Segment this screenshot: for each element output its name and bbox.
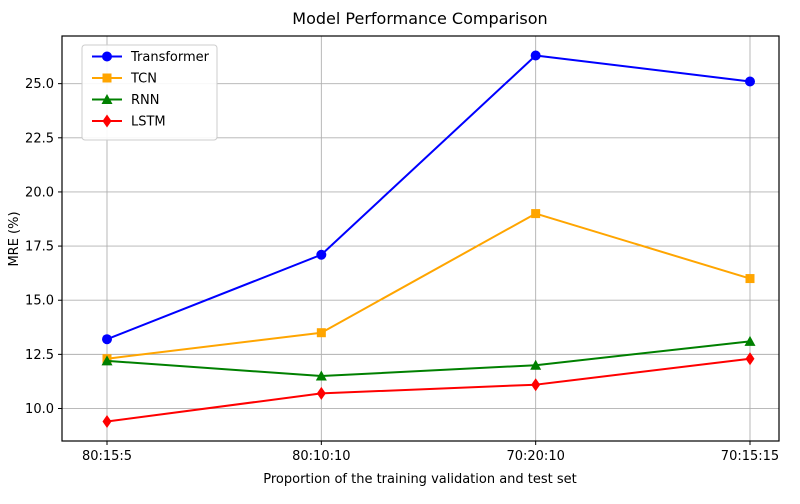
axes-frame <box>61 35 780 442</box>
x-tick-label: 70:15:15 <box>721 449 779 464</box>
series-line-lstm <box>106 357 751 423</box>
series-marker-lstm <box>745 352 755 366</box>
y-tick-label: 12.5 <box>25 348 54 363</box>
y-tick-label: 15.0 <box>25 294 54 309</box>
y-tick-label: 10.0 <box>25 402 54 417</box>
x-axis-label: Proportion of the training validation an… <box>263 472 577 487</box>
y-tick-label: 22.5 <box>25 131 54 146</box>
y-tick-label: 17.5 <box>25 240 54 255</box>
legend-marker-rnn <box>101 94 113 104</box>
legend-marker-tcn <box>102 73 112 83</box>
legend-label: TCN <box>130 72 157 87</box>
y-tick-label: 25.0 <box>25 77 54 92</box>
series-marker-tcn <box>745 274 755 284</box>
legend-label: Transformer <box>130 50 210 65</box>
series-marker-rnn <box>744 335 756 346</box>
legend-marker-lstm <box>102 114 112 128</box>
legend-item-tcn: TCN <box>92 72 157 87</box>
y-axis-label: MRE (%) <box>7 211 22 266</box>
series-line-rnn <box>106 340 751 378</box>
series-line-transformer <box>106 54 751 341</box>
series-marker-transformer <box>102 334 112 345</box>
series-marker-rnn <box>315 370 327 381</box>
series-marker-rnn <box>101 355 113 366</box>
series-marker-rnn <box>530 359 542 370</box>
series-marker-tcn <box>316 328 326 338</box>
legend-item-transformer: Transformer <box>92 50 210 65</box>
series-marker-lstm <box>531 378 541 392</box>
series-marker-lstm <box>102 415 112 429</box>
x-tick-label: 80:15:5 <box>82 449 132 464</box>
legend: Transformer TCN RNN LSTM <box>81 44 218 141</box>
x-tick-label: 70:20:10 <box>506 449 564 464</box>
series-marker-transformer <box>530 50 541 61</box>
chart-title: Model Performance Comparison <box>292 9 547 28</box>
x-tick-label: 80:10:10 <box>292 449 350 464</box>
legend-label: LSTM <box>131 115 166 130</box>
legend-box <box>81 44 218 141</box>
series-marker-lstm <box>316 386 326 400</box>
series-marker-transformer <box>745 76 755 87</box>
series-marker-tcn <box>531 209 541 219</box>
axis-ticks: 10.0 12.5 15.0 17.5 20.0 22.5 25.0 80:15:5 80:10… <box>25 77 779 464</box>
legend-item-rnn: RNN <box>92 93 159 108</box>
legend-label: RNN <box>131 93 159 108</box>
series-line-tcn <box>106 212 751 360</box>
series-marker-transformer <box>316 249 327 260</box>
y-tick-label: 20.0 <box>25 185 54 200</box>
legend-item-lstm: LSTM <box>92 114 166 130</box>
plot-border <box>61 35 780 442</box>
legend-marker-transformer <box>102 51 112 62</box>
data-series <box>101 50 756 429</box>
